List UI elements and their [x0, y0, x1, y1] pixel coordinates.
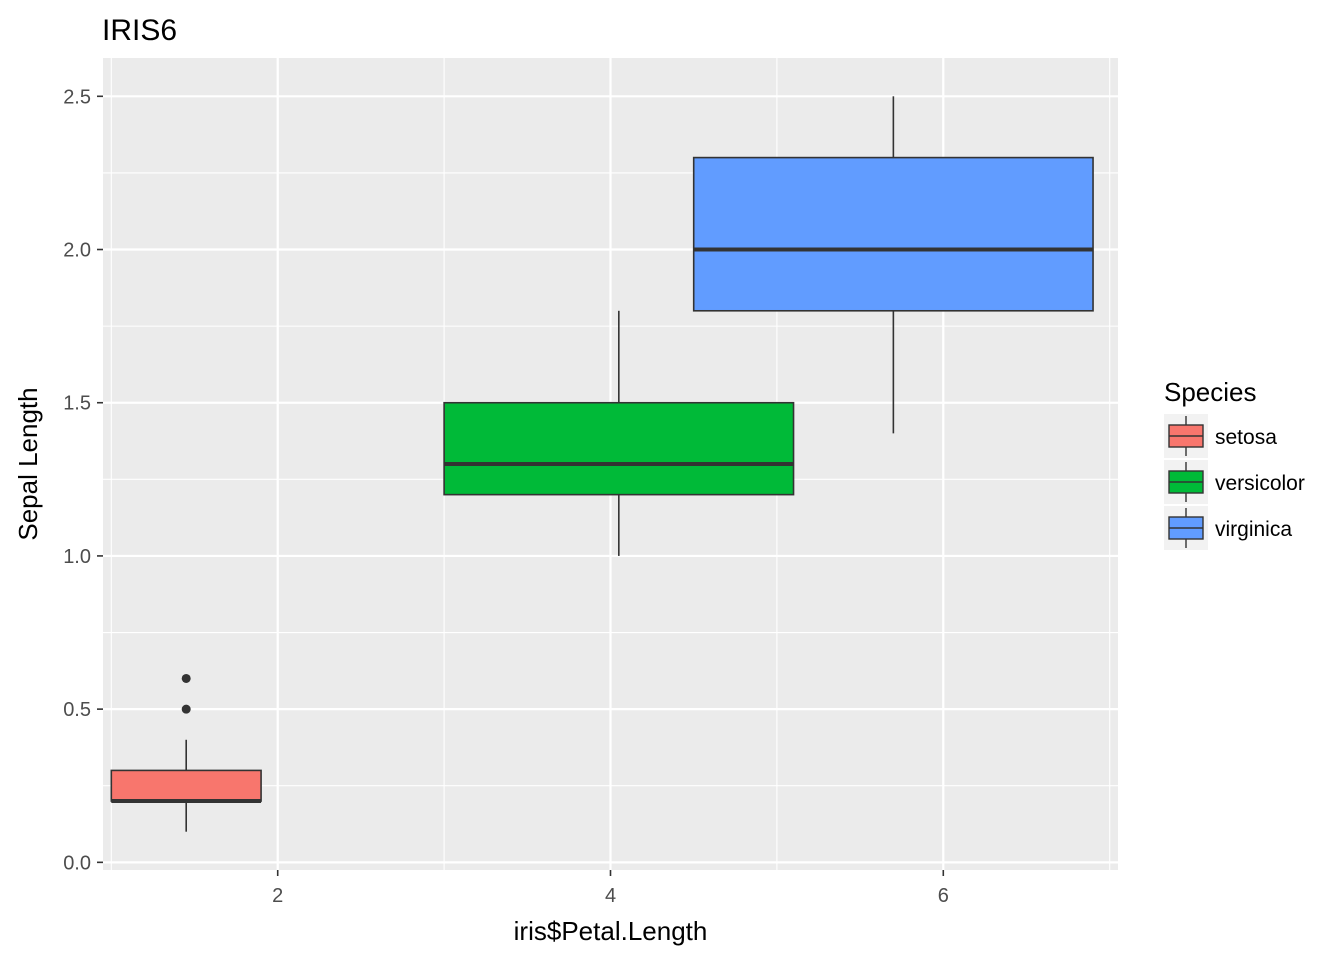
box-virginica [692, 96, 1094, 434]
box-setosa [110, 673, 262, 832]
chart-title: IRIS6 [102, 14, 177, 47]
x-axis-tick-labels: 2 4 6 [272, 885, 949, 907]
y-tick-label: 0.5 [63, 699, 91, 721]
legend-label: versicolor [1215, 472, 1305, 495]
axis-ticks [97, 95, 945, 876]
x-tick-label: 6 [938, 885, 949, 907]
y-tick-label: 1.0 [63, 546, 91, 568]
legend-label: setosa [1215, 426, 1277, 449]
legend-keys: setosa versicolor virginica [1164, 414, 1305, 550]
legend: Species setosa versicolor virginica [1164, 377, 1305, 550]
x-tick-label: 4 [605, 885, 616, 907]
outlier-point [181, 673, 191, 683]
y-tick-label: 2.5 [63, 86, 91, 108]
legend-key-setosa: setosa [1164, 414, 1277, 458]
legend-label: virginica [1215, 518, 1292, 541]
legend-key-virginica: virginica [1164, 506, 1292, 550]
y-tick-label: 0.0 [63, 852, 91, 874]
interquartile-box [692, 156, 1094, 312]
legend-title: Species [1164, 377, 1257, 407]
y-tick-label: 1.5 [63, 393, 91, 415]
x-axis-title: iris$Petal.Length [514, 916, 708, 946]
interquartile-box [443, 401, 795, 496]
y-axis-title: Sepal Length [13, 387, 43, 540]
legend-key-versicolor: versicolor [1164, 460, 1305, 504]
interquartile-box [110, 769, 262, 802]
y-axis-tick-labels: 0.0 0.5 1.0 1.5 2.0 2.5 [63, 86, 91, 874]
outlier-point [181, 704, 191, 714]
y-tick-label: 2.0 [63, 240, 91, 262]
box-versicolor [443, 310, 795, 556]
x-tick-label: 2 [272, 885, 283, 907]
box-series [110, 96, 1094, 832]
